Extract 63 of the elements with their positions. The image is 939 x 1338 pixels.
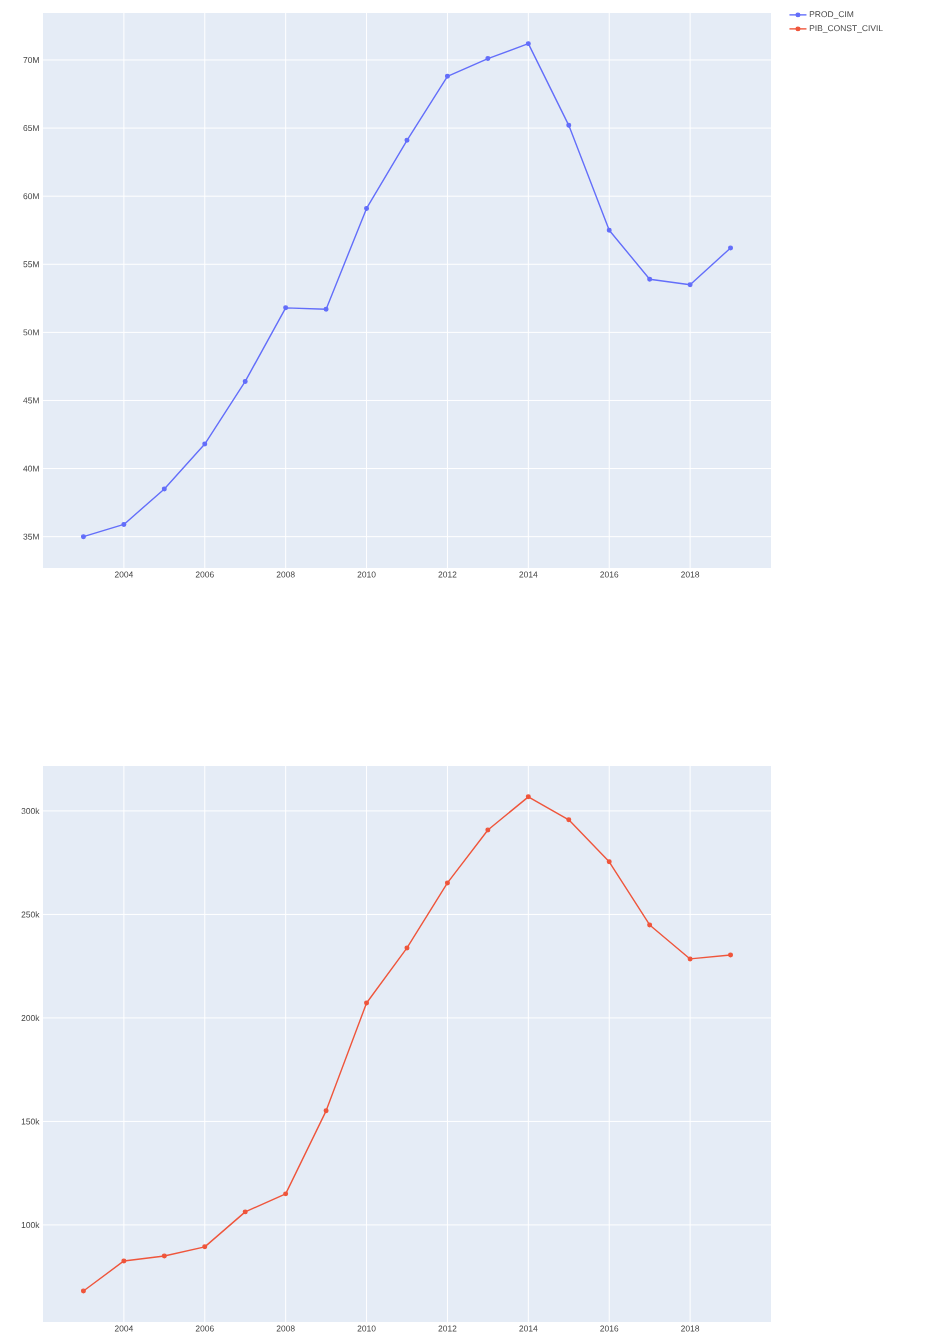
point [566, 817, 572, 823]
point [283, 305, 289, 311]
y-tick-label: 100k [21, 1221, 40, 1229]
x-tick-label: 2006 [195, 571, 214, 578]
y-tick-label: 60M [23, 193, 39, 200]
x-tick-label: 2012 [438, 571, 457, 578]
x-tick-label: 2014 [519, 571, 538, 578]
point [728, 245, 734, 251]
point [606, 859, 612, 865]
point [283, 1191, 289, 1197]
point [404, 137, 410, 143]
x-tick-label: 2004 [114, 1325, 134, 1332]
point [121, 1258, 127, 1264]
x-tick-label: 2012 [438, 1325, 457, 1332]
point [485, 827, 491, 833]
y-tick-label: 40M [23, 465, 39, 472]
point [323, 1108, 329, 1114]
point [687, 282, 693, 288]
y-tick-label: 200k [21, 1014, 40, 1022]
y-tick-label: 300k [21, 807, 40, 815]
point [323, 306, 329, 312]
legend-label: PIB_CONST_CIVIL [809, 25, 883, 33]
point [525, 41, 531, 47]
point [728, 952, 734, 958]
y-tick-label: 65M [23, 125, 39, 132]
y-tick-label: 50M [23, 329, 39, 336]
point [525, 794, 531, 800]
point [80, 1288, 86, 1294]
x-tick-label: 2008 [276, 1325, 295, 1332]
point [485, 56, 491, 62]
y-tick-label: 45M [23, 397, 39, 404]
point [647, 276, 653, 282]
point [566, 122, 572, 128]
point [161, 1253, 167, 1259]
x-tick-label: 2018 [681, 571, 700, 578]
x-tick-label: 2016 [600, 1325, 619, 1332]
y-tick-label: 35M [23, 533, 39, 540]
y-tick-label: 55M [23, 261, 39, 268]
point [80, 534, 86, 540]
point [202, 441, 208, 447]
point [647, 922, 653, 928]
y-tick-label: 250k [21, 911, 40, 918]
point [242, 378, 248, 384]
y-tick-label: 150k [21, 1118, 40, 1125]
point [444, 880, 450, 886]
point [364, 1000, 370, 1006]
y-tick-label: 70M [23, 56, 39, 63]
point [444, 73, 450, 79]
x-tick-label: 2016 [600, 571, 619, 578]
point [161, 486, 167, 492]
x-tick-label: 2008 [276, 571, 295, 578]
legend-label: PROD_CIM [809, 11, 854, 19]
point [202, 1244, 208, 1250]
x-tick-label: 2004 [114, 571, 134, 578]
point [364, 205, 370, 211]
x-tick-label: 2018 [681, 1325, 700, 1332]
point [121, 521, 127, 527]
point [242, 1209, 248, 1215]
point [606, 227, 612, 233]
x-tick-label: 2014 [519, 1325, 538, 1332]
x-tick-label: 2010 [357, 571, 376, 578]
x-tick-label: 2006 [195, 1325, 214, 1332]
x-tick-label: 2010 [357, 1325, 376, 1332]
